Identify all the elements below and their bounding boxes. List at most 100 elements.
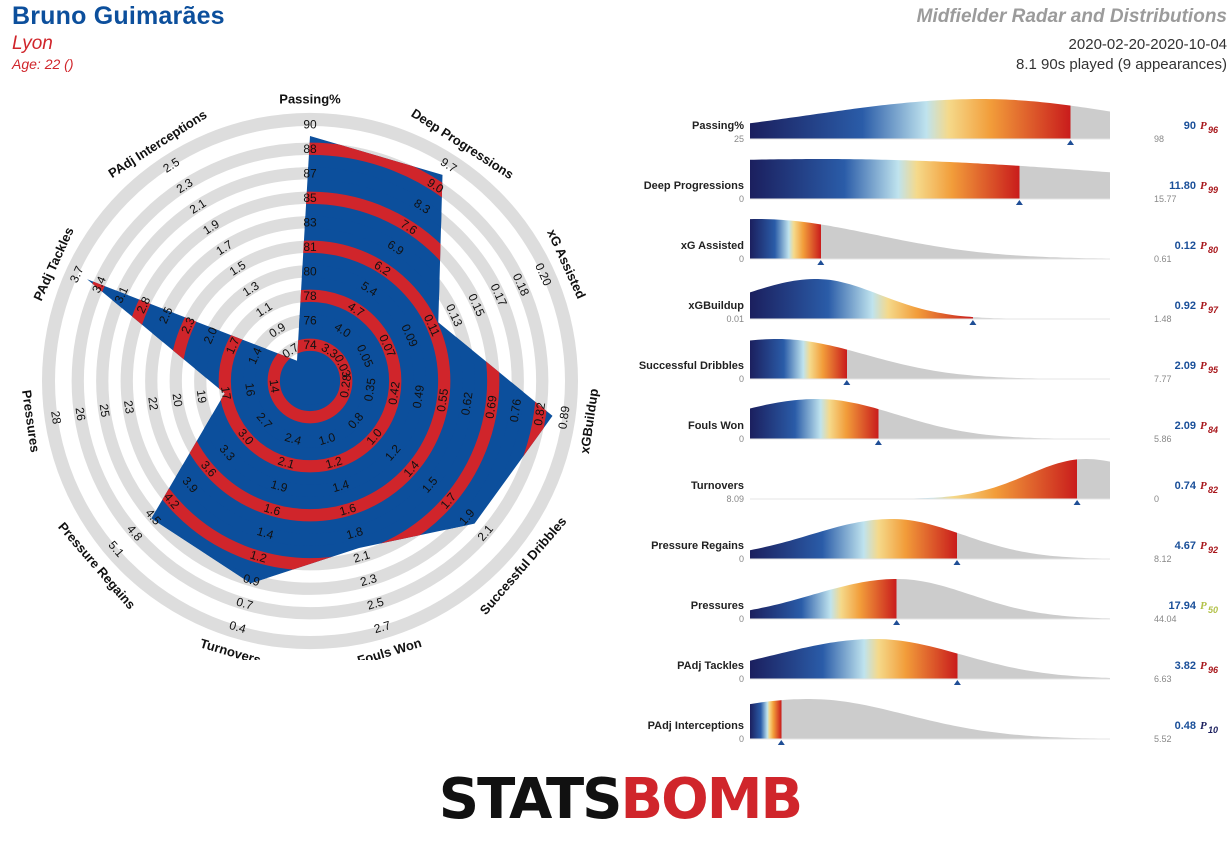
radar-fill-band bbox=[218, 289, 402, 473]
dist-value: 0.48 bbox=[1175, 720, 1196, 732]
dist-max-label: 6.63 bbox=[1154, 674, 1172, 684]
dist-marker-deep-progressions bbox=[1015, 200, 1023, 205]
radar-chart: 74767880818385878890Passing%3.34.04.75.4… bbox=[19, 92, 601, 661]
radar-tick-label: 88 bbox=[303, 142, 317, 156]
radar-tick-label: 20 bbox=[170, 392, 186, 408]
radar-center bbox=[286, 357, 334, 405]
dist-percentile: 50 bbox=[1208, 605, 1218, 615]
dist-value: 4.67 bbox=[1175, 540, 1196, 552]
dist-marker-padj-interceptions bbox=[777, 740, 785, 745]
dist-min-label: 0 bbox=[739, 434, 744, 444]
radar-tick-label: 2.8 bbox=[134, 294, 154, 315]
dist-percentile: 97 bbox=[1208, 305, 1219, 315]
radar-tick-label: 3.1 bbox=[111, 284, 131, 305]
dist-value: 0.74 bbox=[1175, 480, 1197, 492]
radar-tick-label: 0.35 bbox=[361, 377, 378, 402]
dist-min-label: 0 bbox=[739, 614, 744, 624]
date-range: 2020-02-20-2020-10-04 bbox=[1068, 36, 1227, 53]
dist-percentile-letter: P bbox=[1200, 600, 1207, 612]
dist-max-label: 15.77 bbox=[1154, 194, 1177, 204]
dist-label-xgbuildup: xGBuildup bbox=[688, 300, 744, 312]
statsbomb-logo: STATS BOMB bbox=[432, 768, 808, 832]
radar-axis-label-pressures: Pressures bbox=[19, 389, 43, 453]
radar-tick-label: 0.82 bbox=[531, 401, 548, 426]
dist-value: 3.82 bbox=[1175, 660, 1196, 672]
radar-tick-label: 2.1 bbox=[352, 547, 372, 565]
dist-min-label: 0.01 bbox=[726, 314, 744, 324]
dist-max-label: 0 bbox=[1154, 494, 1159, 504]
dist-min-label: 0 bbox=[739, 554, 744, 564]
radar-tick-label: 14 bbox=[267, 378, 283, 394]
dist-percentile-letter: P bbox=[1200, 420, 1207, 432]
radar-tick-label: 2.0 bbox=[201, 325, 221, 346]
radar-tick-label: 2.3 bbox=[178, 315, 198, 336]
dist-percentile-letter: P bbox=[1200, 720, 1207, 732]
radar-tick-label: 28 bbox=[48, 410, 64, 426]
dist-percentile: 82 bbox=[1208, 485, 1218, 495]
dist-max-label: 0.61 bbox=[1154, 254, 1172, 264]
radar-tick-label: 0.55 bbox=[434, 387, 451, 412]
radar-tick-label: 83 bbox=[303, 216, 317, 230]
radar-tick-label: 1.4 bbox=[245, 345, 265, 366]
radar-tick-label: 0.42 bbox=[386, 380, 403, 405]
dist-value: 11.80 bbox=[1169, 180, 1196, 192]
radar-tick-label: 26 bbox=[73, 406, 89, 422]
radar-tick-label: 25 bbox=[97, 403, 113, 419]
dist-max-label: 8.12 bbox=[1154, 554, 1172, 564]
radar-tick-label: 16 bbox=[242, 382, 258, 398]
dist-marker-successful-dribbles bbox=[843, 380, 851, 385]
dist-percentile-letter: P bbox=[1200, 660, 1207, 672]
radar-tick-label: 1.8 bbox=[345, 524, 365, 542]
radar-tick-label: 74 bbox=[303, 338, 317, 352]
dist-area-deep-progressions bbox=[750, 159, 1110, 199]
dist-percentile-letter: P bbox=[1200, 540, 1207, 552]
dist-area-xg-assisted bbox=[750, 219, 1110, 259]
dist-min-label: 0 bbox=[739, 194, 744, 204]
dist-percentile: 80 bbox=[1208, 245, 1218, 255]
radar-tick-label: 1.0 bbox=[317, 430, 337, 448]
dist-percentile: 96 bbox=[1208, 665, 1219, 675]
radar-tick-label: 1.7 bbox=[223, 335, 243, 356]
dist-marker-pressures bbox=[893, 620, 901, 625]
dist-label-deep-progressions: Deep Progressions bbox=[644, 180, 744, 192]
dist-percentile-letter: P bbox=[1200, 180, 1207, 192]
radar-tick-label: 0.62 bbox=[458, 391, 475, 416]
dist-percentile: 92 bbox=[1208, 545, 1218, 555]
dist-percentile: 10 bbox=[1208, 725, 1218, 735]
radar-tick-label: 0.76 bbox=[507, 398, 524, 423]
dist-min-label: 25 bbox=[734, 134, 744, 144]
player-team: Lyon bbox=[12, 33, 53, 54]
radar-fill-band bbox=[243, 314, 377, 448]
radar-tick-label: 0.49 bbox=[410, 384, 427, 409]
dist-marker-fouls-won bbox=[874, 440, 882, 445]
dist-marker-xg-assisted bbox=[817, 260, 825, 265]
player-name: Bruno Guimarães bbox=[12, 2, 225, 30]
dist-area-padj-interceptions bbox=[750, 699, 1110, 739]
radar-tick-label: 78 bbox=[303, 289, 317, 303]
dist-percentile-letter: P bbox=[1200, 300, 1207, 312]
radar-tick-label: 0.28 bbox=[337, 373, 354, 398]
radar-tick-label: 23 bbox=[121, 399, 137, 415]
logo-bomb-text: BOMB bbox=[620, 767, 804, 832]
dist-marker-pressure-regains bbox=[953, 560, 961, 565]
radar-tick-label: 3.7 bbox=[67, 264, 87, 285]
dist-label-padj-interceptions: PAdj Interceptions bbox=[648, 720, 744, 732]
dist-label-pressures: Pressures bbox=[691, 600, 744, 612]
dist-value: 90 bbox=[1184, 120, 1196, 132]
dist-min-label: 0 bbox=[739, 374, 744, 384]
radar-tick-label: 2.3 bbox=[359, 571, 379, 589]
radar-tick-label: 1.9 bbox=[269, 477, 289, 495]
radar-tick-label: 17 bbox=[218, 385, 234, 401]
dist-value: 2.09 bbox=[1175, 360, 1196, 372]
dist-label-pressure-regains: Pressure Regains bbox=[651, 540, 744, 552]
radar-tick-label: 2.4 bbox=[283, 430, 303, 448]
dist-min-label: 0 bbox=[739, 734, 744, 744]
dist-min-label: 8.09 bbox=[726, 494, 744, 504]
dist-max-label: 5.86 bbox=[1154, 434, 1172, 444]
dist-value: 2.09 bbox=[1175, 420, 1196, 432]
dist-percentile-letter: P bbox=[1200, 480, 1207, 492]
radar-tick-label: 87 bbox=[303, 167, 317, 181]
radar-tick-label: 22 bbox=[145, 396, 161, 412]
dist-max-label: 1.48 bbox=[1154, 314, 1172, 324]
dist-min-label: 0 bbox=[739, 254, 744, 264]
